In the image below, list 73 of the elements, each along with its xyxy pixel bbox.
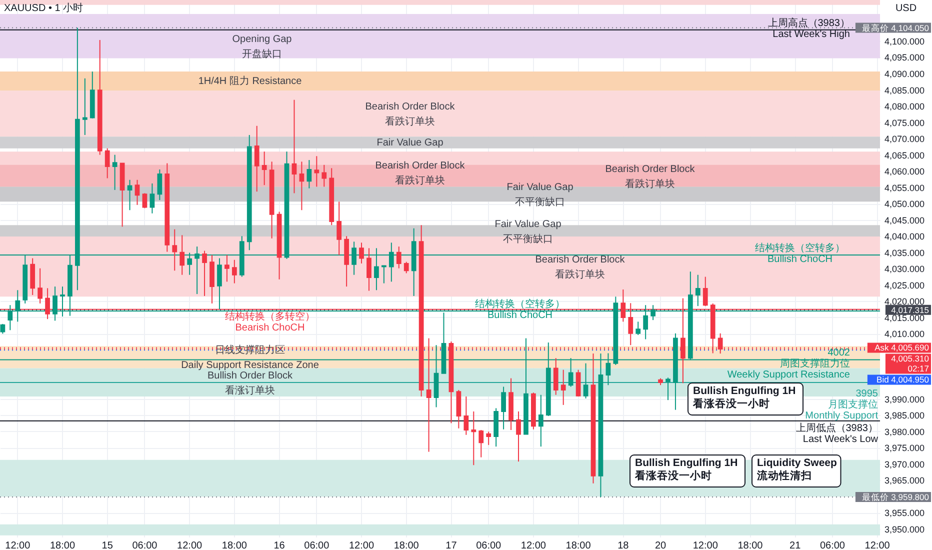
y-tick-label: 4,060.000 (884, 166, 925, 177)
y-tick-label: 4,090.000 (884, 69, 925, 80)
y-tick-label: 3,990.000 (884, 394, 925, 404)
y-tick-label: 4,055.000 (884, 182, 925, 193)
band-label: Bearish Order Block 看跌订单块 (365, 102, 456, 128)
y-tick-label: 4,025.000 (884, 280, 925, 290)
ref-line-label: Bid 4,004.950 (876, 374, 930, 385)
y-tick-label: 3,955.000 (884, 508, 925, 518)
x-tick-label: 18:00 (738, 540, 764, 550)
y-tick-label: 4,010.000 (884, 329, 925, 340)
y-tick-label: 4,070.000 (884, 134, 925, 144)
x-tick-label: 16 (274, 540, 286, 550)
y-tick-label: 3,975.000 (884, 443, 925, 454)
ref-line-label: 3995 月图支撑位 Monthly Support (805, 388, 878, 422)
x-tick-label: 18:00 (394, 540, 420, 550)
x-tick-label: 06:00 (476, 540, 502, 550)
x-tick-label: 18:00 (50, 540, 76, 550)
annotation: Bullish Engulfing 1H 看涨吞没一小时 (692, 385, 796, 410)
y-tick-label: 4,030.000 (884, 264, 925, 274)
y-tick-label: 4,050.000 (884, 199, 925, 210)
x-tick-label: 12:00 (864, 540, 890, 550)
band-label: Fair Value Gap 不平衡缺口 (506, 182, 574, 208)
band-label: Bullish Order Block 看涨订单块 (207, 370, 294, 396)
y-tick-label: 3,970.000 (884, 459, 925, 470)
x-tick-label: 15 (102, 540, 114, 550)
y-tick-label: 4,095.000 (884, 52, 925, 63)
x-tick-label: 17 (446, 540, 458, 550)
y-tick-label: 4,035.000 (884, 248, 925, 258)
y-tick-label: 4,020.000 (884, 296, 925, 307)
x-tick-label: 12:00 (5, 540, 31, 550)
x-tick-label: 06:00 (132, 540, 158, 550)
y-tick-label: 4,045.000 (884, 215, 925, 226)
ref-line-label: Ask 4,005.690 (874, 342, 930, 353)
y-tick-label: 4,040.000 (884, 232, 925, 242)
band-label: Fair Value Gap (376, 137, 444, 148)
band-label: Bearish Order Block 看跌订单块 (535, 254, 626, 281)
x-tick-label: 12:00 (520, 540, 546, 550)
x-tick-label: 12:00 (348, 540, 374, 550)
x-tick-label: 18 (618, 540, 630, 550)
y-tick-label: 4,065.000 (884, 150, 925, 160)
y-tick-label: 3,985.000 (884, 410, 925, 421)
x-tick-label: 06:00 (820, 540, 846, 550)
ref-line-label: 4,017.315 (891, 304, 930, 315)
x-tick-label: 21 (790, 540, 802, 550)
ref-line-label: 最低价 3,959.800 (862, 492, 930, 502)
band-label: Fair Value Gap 不平衡缺口 (494, 218, 562, 245)
x-tick-label: 06:00 (304, 540, 330, 550)
y-tick-label: 3,980.000 (884, 426, 925, 437)
annotation: Bullish Engulfing 1H 看涨吞没一小时 (634, 457, 738, 482)
ref-line-label: 上周高点（3983） Last Week's High (768, 16, 850, 40)
y-tick-label: 4,100.000 (884, 36, 925, 46)
band-label: Bearish Order Block 看跌订单块 (375, 160, 466, 186)
x-tick-label: 12:00 (177, 540, 203, 550)
y-axis-title: USD (895, 3, 917, 14)
band-label: 1H/4H 阻力 Resistance (198, 75, 302, 88)
y-tick-label: 4,080.000 (884, 102, 925, 112)
x-tick-label: 12:00 (692, 540, 718, 550)
ref-line-label: 结构转换（多转空） Bearish ChoCH (225, 310, 315, 334)
x-tick-label: 18:00 (222, 540, 248, 550)
ref-line-label: 4,005.310 02:17 (891, 354, 930, 374)
x-tick-label: 20 (654, 540, 667, 550)
ref-line-label: 上周低点（3983） Last Week's Low (796, 422, 879, 445)
y-tick-label: 4,075.000 (884, 118, 925, 128)
y-tick-label: 4,015.000 (884, 312, 925, 323)
band-label: Opening Gap 开盘缺口 (232, 34, 292, 60)
y-tick-label: 4,085.000 (884, 85, 925, 96)
y-tick-label: 3,950.000 (884, 524, 925, 534)
ref-line-label: 最高价 4,104.050 (862, 22, 930, 33)
x-tick-label: 18:00 (566, 540, 592, 550)
band-label: Bearish Order Block 看跌订单块 (605, 164, 696, 190)
chart-title: XAUUSD • 1 小时 (4, 2, 84, 14)
y-tick-label: 3,965.000 (884, 476, 925, 486)
annotation: Liquidity Sweep 流动性清扫 (756, 457, 837, 482)
